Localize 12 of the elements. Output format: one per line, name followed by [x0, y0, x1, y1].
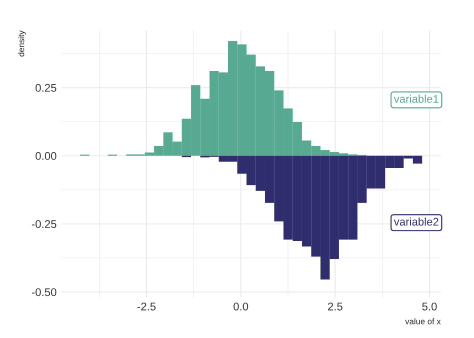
x-tick-label: 2.5 [328, 302, 342, 310]
y-tick-label: 0.00 [36, 152, 56, 160]
x-axis-title: value of x [405, 318, 441, 324]
text: variable1 [394, 94, 438, 103]
x-tick-label: 5.0 [422, 302, 437, 310]
y-tick-label: -0.25 [32, 220, 56, 228]
x-tick-label: -2.5 [137, 302, 156, 310]
y-tick-label: 0.25 [36, 84, 56, 92]
y-axis-title: density [18, 30, 26, 56]
x-tick-label: 0.0 [234, 302, 248, 310]
y-tick-label: -0.50 [32, 288, 56, 296]
text: variable2 [394, 217, 438, 226]
